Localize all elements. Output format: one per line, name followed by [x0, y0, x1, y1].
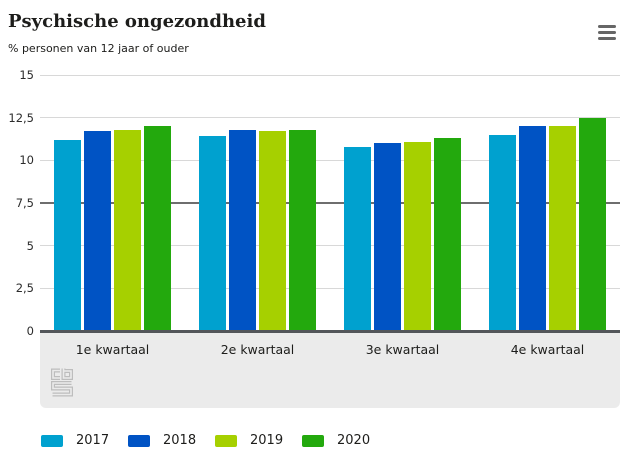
x-category-label-4: 4e kwartaal [510, 342, 585, 357]
bar-2018-q1[interactable] [84, 131, 111, 331]
gridline-2.5 [40, 287, 620, 289]
chart-subtitle: % personen van 12 jaar of ouder [8, 42, 189, 55]
bar-2017-q4[interactable] [489, 134, 516, 331]
bar-group-3 [330, 75, 475, 331]
bar-2020-q2[interactable] [289, 129, 316, 331]
bar-group-4 [475, 75, 620, 331]
x-category-label-3: 3e kwartaal [365, 342, 440, 357]
hamburger-menu-icon [598, 30, 616, 34]
bar-2020-q1[interactable] [144, 126, 171, 331]
bar-2019-q1[interactable] [114, 129, 141, 331]
x-axis-band [40, 333, 620, 408]
legend-label-2020: 2020 [337, 433, 371, 448]
chart-title: Psychische ongezondheid [8, 11, 266, 32]
x-category-label-1: 1e kwartaal [75, 342, 150, 357]
bar-2019-q3[interactable] [404, 141, 431, 331]
gridline-10 [40, 159, 620, 161]
y-tick-label-15: 15 [19, 68, 34, 82]
bar-2020-q4[interactable] [579, 117, 606, 331]
bar-2019-q4[interactable] [549, 126, 576, 331]
legend-item-2019[interactable]: 2019 [215, 434, 302, 447]
y-tick-label-7,5: 7,5 [15, 196, 34, 210]
legend-label-2017: 2017 [76, 433, 110, 448]
bar-group-1 [40, 75, 185, 331]
legend-item-2018[interactable]: 2018 [128, 434, 215, 447]
legend: 2017 2018 2019 2020 [41, 434, 389, 447]
bar-2020-q3[interactable] [434, 138, 461, 331]
bar-group-2 [185, 75, 330, 331]
legend-swatch-2017 [41, 434, 63, 447]
bar-2017-q1[interactable] [54, 139, 81, 331]
gridline-5 [40, 245, 620, 247]
y-tick-label-2,5: 2,5 [15, 281, 34, 296]
y-tick-label-5: 5 [26, 238, 34, 253]
bar-2019-q2[interactable] [259, 131, 286, 331]
y-tick-label-12,5: 12,5 [8, 110, 34, 125]
legend-swatch-2020 [302, 434, 324, 447]
gridline-7.5 [40, 202, 620, 204]
x-category-label-2: 2e kwartaal [220, 342, 295, 357]
cbs-logo-icon [51, 368, 73, 397]
legend-swatch-2019 [215, 434, 237, 447]
y-tick-label-10: 10 [19, 153, 34, 168]
bar-2018-q2[interactable] [229, 129, 256, 331]
gridline-15 [40, 74, 620, 76]
legend-label-2019: 2019 [250, 433, 284, 448]
legend-swatch-2018 [128, 434, 150, 447]
hamburger-menu-icon [598, 24, 616, 28]
x-axis-line [40, 330, 620, 333]
chart-menu-button[interactable] [596, 21, 618, 43]
bar-2017-q2[interactable] [199, 136, 226, 331]
legend-item-2017[interactable]: 2017 [41, 434, 128, 447]
legend-label-2018: 2018 [163, 433, 197, 448]
bar-2017-q3[interactable] [344, 146, 371, 331]
legend-item-2020[interactable]: 2020 [302, 434, 389, 447]
bar-2018-q3[interactable] [374, 143, 401, 331]
hamburger-menu-icon [598, 36, 616, 40]
plot-area [40, 74, 620, 331]
y-tick-label-0: 0 [26, 324, 34, 338]
gridline-12.5 [40, 117, 620, 119]
bar-2018-q4[interactable] [519, 126, 546, 331]
